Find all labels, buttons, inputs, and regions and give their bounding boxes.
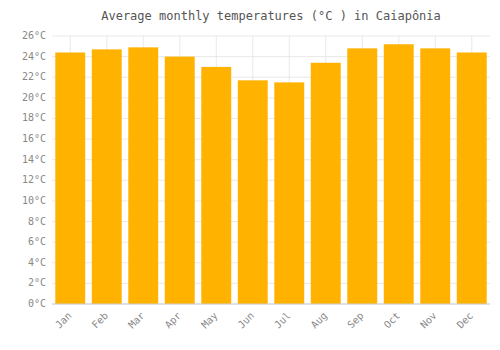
bar (92, 49, 122, 304)
x-tick-label: Aug (309, 310, 330, 331)
x-tick-label: Oct (382, 310, 403, 331)
x-tick-label: Nov (418, 310, 439, 331)
y-tick-label: 0°C (28, 298, 46, 309)
x-tick-label: Jan (53, 310, 74, 331)
bar (347, 48, 377, 304)
y-grid-line (52, 36, 490, 37)
bar (420, 48, 450, 304)
bars (55, 44, 486, 304)
x-tick-label: Feb (90, 310, 111, 331)
bar (311, 63, 341, 304)
bar (128, 47, 158, 304)
y-tick-label: 6°C (28, 236, 46, 247)
x-tick-label: Apr (163, 310, 184, 331)
y-tick-label: 4°C (28, 257, 46, 268)
bar (238, 80, 268, 304)
title: Average monthly temperatures (°C ) in Ca… (101, 9, 441, 23)
x-tick-label: May (199, 310, 220, 331)
y-tick-label: 20°C (22, 92, 46, 103)
x-tick-label: Dec (455, 310, 476, 331)
y-tick-label: 26°C (22, 30, 46, 41)
y-tick-label: 2°C (28, 277, 46, 288)
x-axis-line (52, 304, 490, 305)
y-tick-label: 22°C (22, 71, 46, 82)
x-tick-label: Jul (272, 310, 293, 331)
x-tick-label: Sep (345, 310, 366, 331)
x-tick-label: Mar (126, 310, 147, 331)
y-grid-line (52, 304, 490, 305)
x-tick-labels: Jan Feb Mar Apr May Jun Jul Aug Sep Oct Nov Dec (53, 310, 475, 331)
y-tick-label: 12°C (22, 174, 46, 185)
bar (55, 52, 85, 304)
y-tick-label: 14°C (22, 154, 46, 165)
bar (201, 67, 231, 304)
y-tick-label: 8°C (28, 216, 46, 227)
x-tick-label: Jun (236, 310, 257, 331)
bar (457, 52, 487, 304)
bar (384, 44, 414, 304)
y-tick-label: 24°C (22, 51, 46, 62)
y-tick-label: 10°C (22, 195, 46, 206)
y-tick-label: 16°C (22, 133, 46, 144)
y-tick-labels: 0°C 2°C 4°C 6°C 8°C 10°C 12°C 14°C 16°C 18°C 20°C 2… (22, 30, 46, 309)
bar (274, 82, 304, 304)
grid (52, 36, 490, 304)
y-tick-label: 18°C (22, 112, 46, 123)
bar (165, 57, 195, 304)
chart: 0°C 2°C 4°C 6°C 8°C 10°C 12°C 14°C 16°C 18°C 20°C 2… (0, 0, 500, 350)
